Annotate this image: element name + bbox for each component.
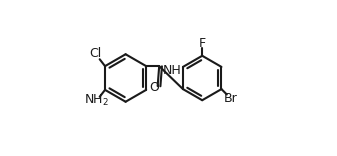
Text: Br: Br — [224, 92, 238, 105]
Text: F: F — [198, 37, 206, 50]
Text: O: O — [149, 81, 159, 94]
Text: NH$_2$: NH$_2$ — [84, 93, 109, 108]
Text: NH: NH — [163, 64, 182, 77]
Text: Cl: Cl — [90, 47, 102, 60]
